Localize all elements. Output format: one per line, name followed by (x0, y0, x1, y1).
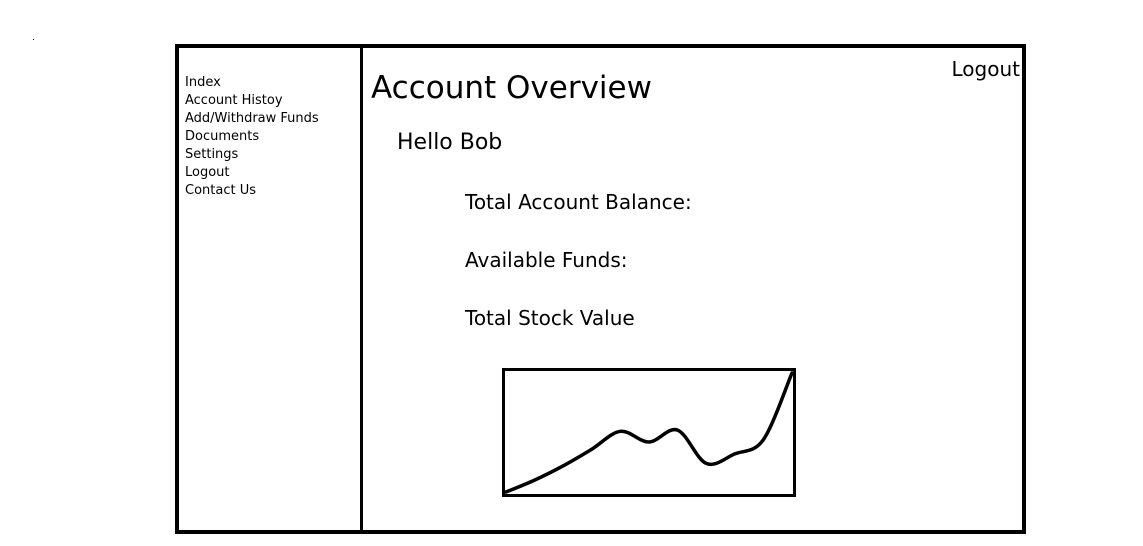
stock-chart (502, 368, 796, 497)
stock-value-label: Total Stock Value (465, 306, 635, 330)
sidebar-item-settings[interactable]: Settings (185, 147, 239, 162)
page-title: Account Overview (371, 70, 652, 106)
greeting-text: Hello Bob (397, 130, 503, 155)
available-funds-label: Available Funds: (465, 248, 628, 272)
sidebar-nav: Index Account Histoy Add/Withdraw Funds … (185, 74, 319, 200)
sidebar-item-logout[interactable]: Logout (185, 165, 230, 180)
sidebar-item-index[interactable]: Index (185, 75, 221, 90)
stock-series-line (505, 371, 793, 494)
page-frame: Index Account Histoy Add/Withdraw Funds … (175, 44, 1026, 534)
sidebar-item-add-withdraw-funds[interactable]: Add/Withdraw Funds (185, 111, 319, 126)
stock-chart-plot (505, 371, 793, 494)
sidebar-item-contact-us[interactable]: Contact Us (185, 183, 256, 198)
sidebar: Index Account Histoy Add/Withdraw Funds … (179, 48, 363, 530)
sidebar-item-documents[interactable]: Documents (185, 129, 260, 144)
logout-link[interactable]: Logout (951, 57, 1020, 81)
total-balance-label: Total Account Balance: (465, 190, 692, 214)
sidebar-item-account-history[interactable]: Account Histoy (185, 93, 283, 108)
stray-dot (33, 39, 34, 40)
